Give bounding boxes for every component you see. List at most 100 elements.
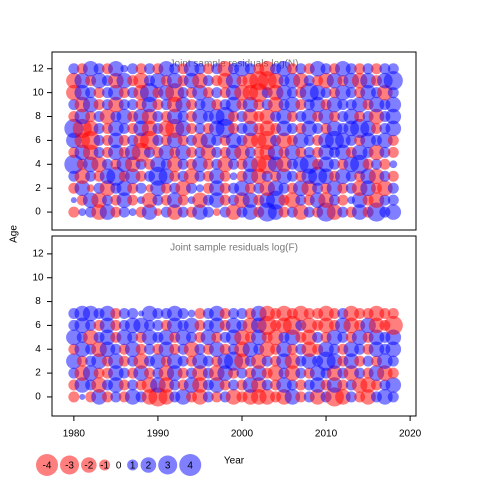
bubble xyxy=(377,180,393,196)
bubble xyxy=(301,120,318,137)
bubble xyxy=(166,317,183,334)
bubble xyxy=(318,305,334,322)
bubble xyxy=(354,307,366,319)
legend-bubble xyxy=(59,455,80,475)
bubble xyxy=(166,108,183,125)
bubble xyxy=(366,202,387,222)
bubble xyxy=(141,329,158,346)
y-tick-label: 0 xyxy=(35,207,41,218)
bubble xyxy=(360,120,376,137)
bubble xyxy=(354,111,366,123)
y-tick-label: 8 xyxy=(35,296,41,307)
bubble xyxy=(385,108,402,125)
bubble xyxy=(219,343,231,355)
bubble xyxy=(295,194,307,206)
bubble xyxy=(309,60,326,77)
bubble xyxy=(217,60,233,77)
legend-bubble xyxy=(158,455,178,475)
bubble xyxy=(169,343,181,355)
bubble xyxy=(177,355,189,367)
bubble xyxy=(116,108,133,125)
bubble xyxy=(144,63,156,75)
bubble xyxy=(387,182,399,194)
bubble xyxy=(85,170,97,182)
bubble xyxy=(108,365,124,381)
bubble xyxy=(91,389,107,405)
bubble xyxy=(326,120,343,137)
x-tick-label: 2020 xyxy=(399,429,422,440)
bubble xyxy=(158,341,175,358)
bubble xyxy=(301,341,318,358)
bubble xyxy=(82,365,99,381)
bubble xyxy=(135,343,147,355)
bubble xyxy=(345,134,357,146)
bubble xyxy=(76,355,88,367)
x-tick-label: 1990 xyxy=(147,429,170,440)
bubble xyxy=(158,329,175,346)
bubble xyxy=(234,353,250,369)
bubble xyxy=(387,355,399,367)
bubble xyxy=(82,60,99,77)
bubble xyxy=(139,83,160,103)
bubble xyxy=(318,168,334,185)
bubble xyxy=(337,194,349,206)
x-axis-label: Year xyxy=(224,456,245,467)
bubble xyxy=(68,206,80,218)
bubble xyxy=(368,144,385,161)
bubble xyxy=(158,60,175,77)
bubble xyxy=(370,158,382,170)
bubble xyxy=(293,72,309,89)
bubble xyxy=(133,317,149,334)
legend-label: -3 xyxy=(65,461,74,472)
bubble xyxy=(225,204,242,220)
bubble xyxy=(286,170,298,182)
bubble xyxy=(120,64,129,73)
bubble xyxy=(259,120,275,137)
bubble xyxy=(370,379,382,391)
bubble xyxy=(202,206,214,218)
bubble xyxy=(259,305,275,322)
bubble xyxy=(244,182,256,194)
bubble xyxy=(295,63,307,75)
bubble xyxy=(377,389,393,405)
bubble xyxy=(360,389,376,405)
legend-bubble xyxy=(36,454,58,476)
bubble xyxy=(118,379,130,391)
bubble xyxy=(257,315,277,335)
bubble xyxy=(166,204,183,220)
bubble xyxy=(118,307,130,319)
bubble xyxy=(192,353,208,369)
bubble xyxy=(276,84,292,101)
bubble xyxy=(284,353,301,369)
bubble xyxy=(284,192,301,208)
bubble xyxy=(229,172,238,181)
bubble xyxy=(301,317,318,334)
bubble xyxy=(166,156,183,173)
bubble xyxy=(387,146,399,158)
bubble xyxy=(387,170,399,182)
bubble xyxy=(135,170,147,182)
bubble xyxy=(286,343,298,355)
bubble xyxy=(127,182,139,194)
bubble xyxy=(318,341,334,358)
bubble xyxy=(217,156,233,173)
bubble xyxy=(192,389,208,405)
bubble xyxy=(99,305,116,322)
bubble xyxy=(175,329,191,346)
bubble xyxy=(318,108,334,125)
bubble xyxy=(389,160,398,169)
bubble xyxy=(360,72,376,89)
bubble xyxy=(225,317,242,334)
bubble xyxy=(335,84,351,101)
bubble xyxy=(225,72,242,89)
bubble xyxy=(166,72,183,89)
bubble xyxy=(379,63,391,75)
bubble xyxy=(124,341,141,358)
bubble xyxy=(320,63,332,75)
bubble xyxy=(175,180,191,196)
bubble xyxy=(261,355,273,367)
bubble xyxy=(251,353,267,369)
bubble xyxy=(328,307,340,319)
bubble xyxy=(303,206,315,218)
bubble xyxy=(74,72,91,89)
